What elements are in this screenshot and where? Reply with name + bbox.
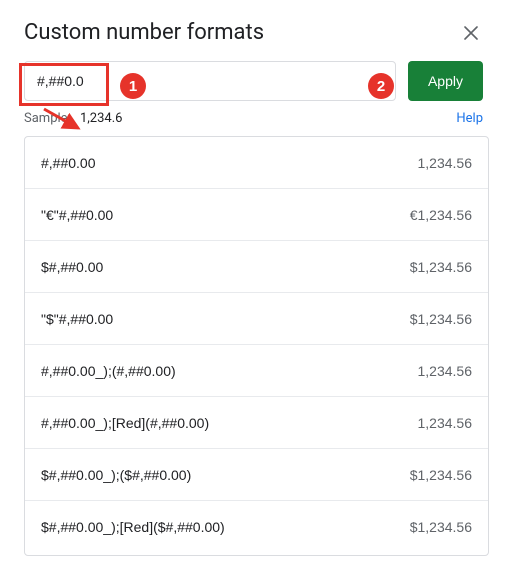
format-pattern: #,##0.00_);[Red](#,##0.00) [41, 415, 209, 431]
apply-button[interactable]: Apply [408, 61, 483, 101]
format-list[interactable]: #,##0.00 1,234.56 "€"#,##0.00 €1,234.56 $#,#… [24, 136, 489, 556]
format-row[interactable]: $#,##0.00_);($#,##0.00) $1,234.56 [25, 449, 488, 501]
format-input-wrap [24, 61, 396, 101]
sample-row: Sample: 1,234.6 Help [0, 105, 507, 136]
format-row[interactable]: "$"#,##0.00 $1,234.56 [25, 293, 488, 345]
format-example: €1,234.56 [410, 207, 472, 223]
help-link[interactable]: Help [456, 111, 483, 126]
format-row[interactable]: $#,##0.00 $1,234.56 [25, 241, 488, 293]
format-row[interactable]: "€"#,##0.00 €1,234.56 [25, 189, 488, 241]
format-row[interactable]: #,##0.00 1,234.56 [25, 137, 488, 189]
dialog-header: Custom number formats [0, 0, 507, 53]
format-pattern: #,##0.00_);(#,##0.00) [41, 363, 176, 379]
input-row: Apply [0, 53, 507, 105]
dialog-title: Custom number formats [24, 20, 264, 45]
format-pattern: $#,##0.00 [41, 259, 103, 275]
format-example: 1,234.56 [418, 415, 473, 431]
format-example: $1,234.56 [410, 467, 472, 483]
format-pattern: $#,##0.00_);($#,##0.00) [41, 467, 191, 483]
format-input[interactable] [24, 61, 396, 101]
format-pattern: #,##0.00 [41, 155, 96, 171]
format-pattern: "€"#,##0.00 [41, 207, 113, 223]
format-example: 1,234.56 [418, 155, 473, 171]
format-row[interactable]: $#,##0.00_);[Red]($#,##0.00) $1,234.56 [25, 501, 488, 553]
sample-value: 1,234.6 [80, 111, 123, 126]
format-example: $1,234.56 [410, 311, 472, 327]
format-pattern: $#,##0.00_);[Red]($#,##0.00) [41, 519, 225, 535]
close-icon[interactable] [459, 21, 483, 45]
format-example: 1,234.56 [418, 363, 473, 379]
format-pattern: "$"#,##0.00 [41, 311, 113, 327]
format-row[interactable]: #,##0.00_);[Red](#,##0.00) 1,234.56 [25, 397, 488, 449]
format-example: $1,234.56 [410, 519, 472, 535]
sample-label: Sample: [24, 111, 71, 126]
format-example: $1,234.56 [410, 259, 472, 275]
custom-number-formats-dialog: Custom number formats Apply Sample: 1,23… [0, 0, 507, 575]
format-row[interactable]: #,##0.00_);(#,##0.00) 1,234.56 [25, 345, 488, 397]
sample-text: Sample: 1,234.6 [24, 111, 122, 126]
